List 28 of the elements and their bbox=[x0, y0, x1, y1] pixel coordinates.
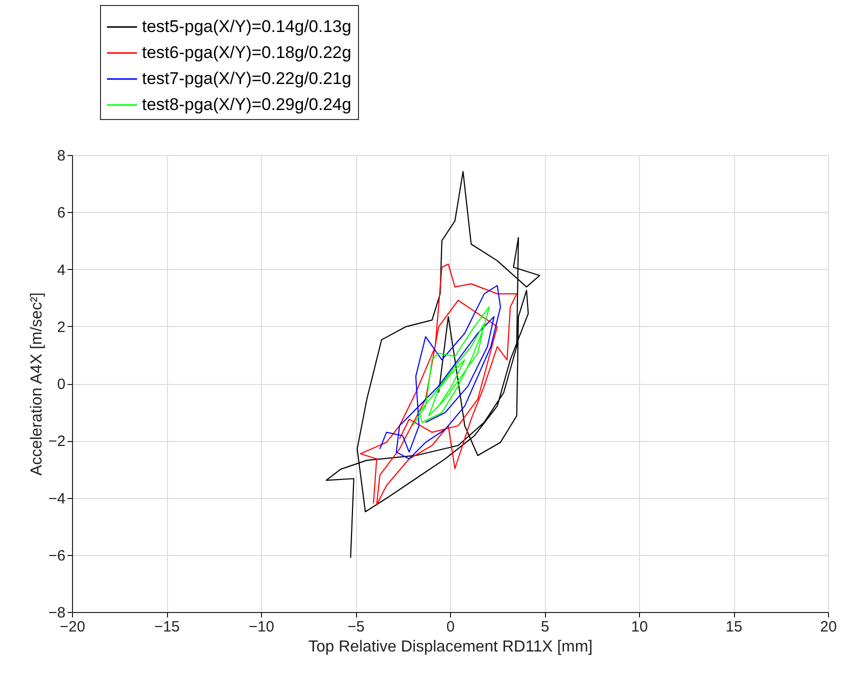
y-tick-label: 4 bbox=[57, 262, 66, 279]
x-axis-title: Top Relative Displacement RD11X [mm] bbox=[308, 638, 593, 656]
y-tick-label: 6 bbox=[57, 204, 66, 222]
x-tick-label: −20 bbox=[60, 618, 86, 636]
x-tick-label: 10 bbox=[631, 618, 648, 636]
legend-label: test5-pga(X/Y)=0.14g/0.13g bbox=[142, 17, 352, 36]
legend-label: test7-pga(X/Y)=0.22g/0.21g bbox=[142, 69, 352, 88]
y-tick-label: −2 bbox=[48, 433, 66, 450]
x-tick-label: −10 bbox=[248, 618, 274, 636]
y-axis-title: Acceleration A4X [m/sec²] bbox=[28, 292, 46, 476]
y-tick-label: −4 bbox=[48, 490, 66, 508]
y-tick-label: 0 bbox=[57, 376, 66, 393]
y-tick-label: 2 bbox=[57, 318, 66, 336]
x-tick-label: 0 bbox=[446, 618, 455, 636]
legend-label: test6-pga(X/Y)=0.18g/0.22g bbox=[142, 43, 352, 62]
x-tick-label: 20 bbox=[820, 618, 837, 636]
y-tick-label: 8 bbox=[57, 148, 66, 164]
x-tick-label: 15 bbox=[726, 618, 742, 636]
x-tick-label: −5 bbox=[347, 618, 365, 636]
y-tick-label: −8 bbox=[48, 604, 66, 622]
y-tick-label: −6 bbox=[48, 547, 66, 564]
line-series bbox=[412, 306, 490, 426]
line-series bbox=[326, 171, 540, 558]
legend-label: test8-pga(X/Y)=0.29g/0.24g bbox=[142, 95, 352, 114]
x-tick-label: −15 bbox=[154, 618, 180, 636]
line-series bbox=[360, 264, 518, 506]
x-tick-label: 5 bbox=[540, 618, 550, 636]
line-series bbox=[379, 284, 502, 460]
